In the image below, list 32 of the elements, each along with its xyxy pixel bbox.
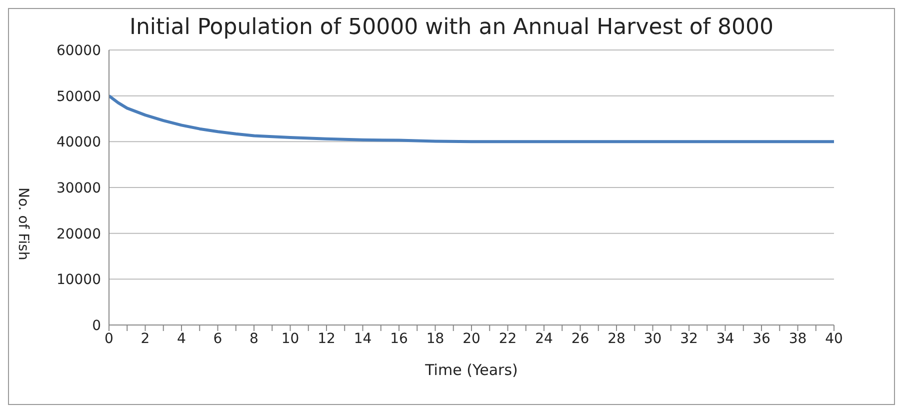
x-tick-label: 6 — [213, 330, 222, 347]
y-tick-label: 50000 — [56, 88, 101, 105]
y-tick-label: 20000 — [56, 226, 101, 242]
x-tick-label: 34 — [716, 330, 734, 347]
y-axis-title: No. of Fish — [15, 188, 32, 260]
x-tick-label: 36 — [752, 330, 770, 347]
x-tick-label: 22 — [498, 330, 517, 347]
x-tick-label: 40 — [825, 330, 843, 347]
x-tick-label: 26 — [571, 330, 590, 347]
y-tick-label: 0 — [92, 318, 101, 334]
x-tick-label: 2 — [140, 330, 150, 347]
x-tick-label: 14 — [354, 330, 372, 347]
x-tick-label: 8 — [250, 330, 258, 347]
chart-title: Initial Population of 50000 with an Annual Harvest of 8000 — [128, 15, 775, 40]
x-axis-title: Time (Years) — [424, 361, 518, 379]
y-tick-label: 60000 — [56, 42, 101, 59]
y-tick-label: 30000 — [56, 180, 101, 196]
x-tick-label: 38 — [788, 330, 807, 347]
y-tick-label: 40000 — [56, 134, 101, 151]
x-tick-label: 10 — [281, 330, 300, 347]
x-tick-label: 24 — [535, 330, 553, 347]
x-tick-label: 16 — [390, 330, 408, 347]
y-tick-label: 10000 — [56, 272, 101, 288]
x-tick-label: 28 — [608, 330, 626, 347]
x-tick-label: 12 — [318, 330, 336, 347]
line-series — [109, 94, 834, 144]
x-tick-label: 30 — [644, 330, 662, 347]
x-tick-label: 18 — [426, 330, 444, 347]
x-tick-label: 4 — [177, 330, 186, 347]
x-tick-label: 20 — [462, 330, 480, 347]
x-tick-label: 0 — [104, 330, 114, 347]
x-tick-label: 32 — [680, 330, 698, 347]
